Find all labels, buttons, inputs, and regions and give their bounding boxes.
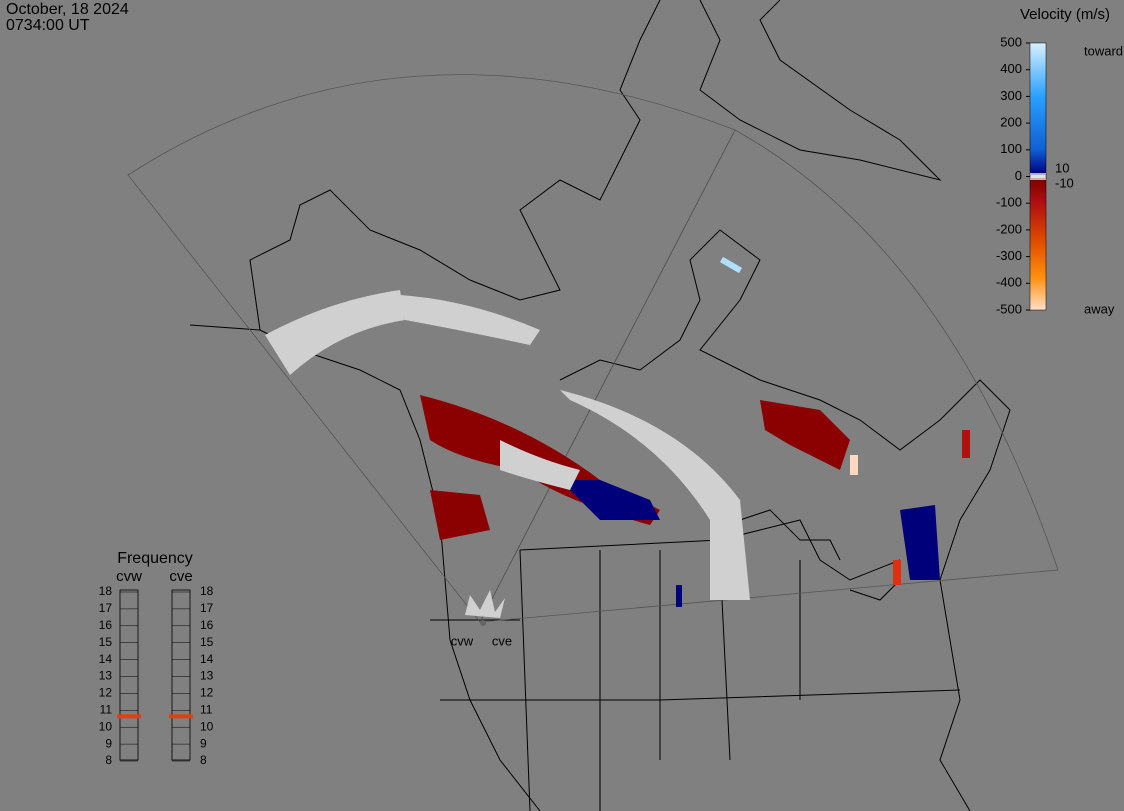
frequency-tick-label: 18 (99, 584, 113, 598)
radar-fans (127, 74, 1059, 623)
frequency-tick-label: 16 (99, 618, 113, 632)
frequency-tick-label: 12 (200, 686, 214, 700)
colorbar-tick-label: 100 (1000, 141, 1022, 156)
frequency-column (171, 589, 191, 761)
colorbar-tick-label: -500 (996, 301, 1022, 316)
colorbar-tick-label: 300 (1000, 88, 1022, 103)
radar-site (480, 620, 486, 626)
frequency-tick-label: 8 (200, 753, 207, 767)
frequency-column (119, 589, 139, 761)
frequency-tick-label: 14 (99, 652, 113, 666)
colorbar-tick-label: -200 (996, 221, 1022, 236)
velocity-cells (265, 256, 970, 618)
colorbar-tick-label: 500 (1000, 34, 1022, 49)
colorbar-end-label: toward (1084, 43, 1123, 58)
colorbar-tick-label: 400 (1000, 61, 1022, 76)
frequency-tick-label: 11 (100, 702, 113, 716)
radar-name: cvw (116, 568, 142, 585)
colorbar-tick-label: -10 (1055, 176, 1074, 191)
colorbar-end-label: away (1084, 301, 1115, 316)
frequency-tick-label: 12 (99, 686, 113, 700)
frequency-tick-label: 8 (105, 753, 112, 767)
colorbar-ticks: 500 400 300 200 100 0 -100 -200 -300 -400 -500 10-1… (996, 34, 1074, 316)
colorbar (1029, 42, 1047, 311)
frequency-tick-label: 13 (200, 669, 214, 683)
radar-label: cve (492, 633, 512, 648)
frequency-marker (117, 714, 141, 719)
frequency-marker (169, 714, 193, 719)
colorbar-tick-label: 0 (1015, 168, 1022, 183)
colorbar-tick-label: -400 (996, 275, 1022, 290)
frequency-tick-label: 15 (200, 635, 214, 649)
frequency-tick-label: 11 (200, 702, 213, 716)
frequency-tick-label: 10 (200, 719, 214, 733)
frequency-tick-label: 9 (200, 736, 207, 750)
colorbar-tick-label: 200 (1000, 115, 1022, 130)
colorbar-title: Velocity (m/s) (1020, 6, 1110, 23)
frequency-tick-label: 9 (105, 736, 112, 750)
date: October, 18 2024 (6, 1, 129, 18)
radar-name: cve (169, 568, 192, 585)
frequency-tick-label: 16 (200, 618, 214, 632)
colorbar-tick-label: 10 (1055, 160, 1069, 175)
frequency-tick-label: 18 (200, 584, 214, 598)
frequency-tick-label: 14 (200, 652, 214, 666)
frequency-tick-label: 17 (99, 601, 113, 615)
frequency-title: Frequency (117, 550, 193, 567)
frequency-tick-label: 17 (200, 601, 214, 615)
time: 0734:00 UT (6, 17, 90, 34)
frequency-tick-label: 15 (99, 635, 113, 649)
colorbar-tick-label: -300 (996, 248, 1022, 263)
radar-label: cvw (451, 633, 474, 648)
frequency-tick-label: 13 (99, 669, 113, 683)
colorbar-tick-label: -100 (996, 195, 1022, 210)
frequency-panel: cvw cve 18 18 17 17 16 16 15 15 14 14 13 13 12 12 11 11 10… (99, 568, 214, 767)
frequency-tick-label: 10 (99, 719, 113, 733)
